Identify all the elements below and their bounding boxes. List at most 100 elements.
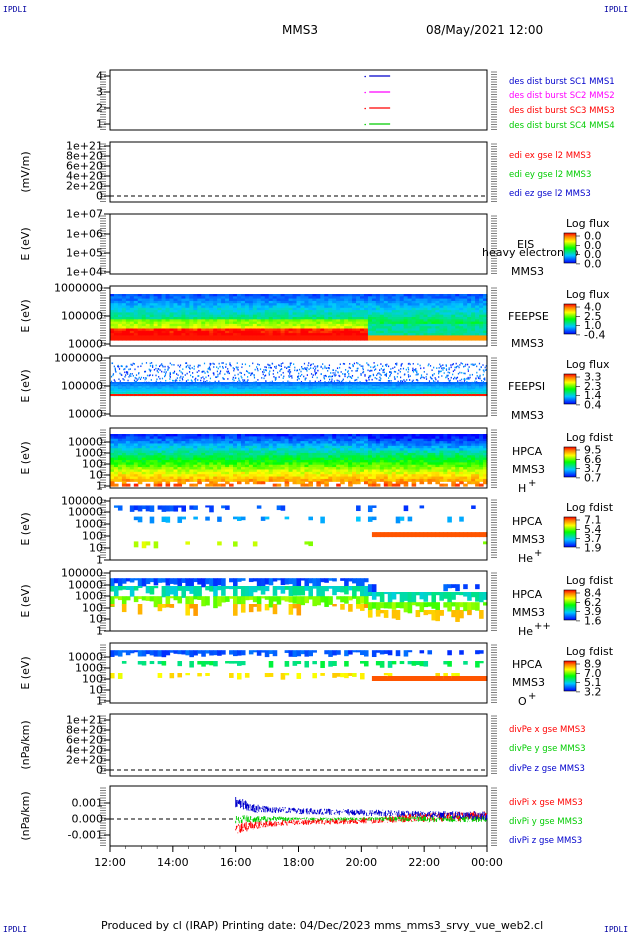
heatmap-cell bbox=[348, 321, 353, 325]
heatmap-cell bbox=[233, 474, 238, 478]
heatmap-cell bbox=[165, 393, 171, 395]
heatmap-cell bbox=[387, 296, 393, 300]
heatmap-cell bbox=[176, 377, 178, 379]
heatmap-cell bbox=[371, 310, 377, 313]
heatmap-cell bbox=[197, 434, 202, 437]
heatmap-cell bbox=[161, 464, 167, 468]
heatmap-cell bbox=[173, 314, 179, 318]
heatmap-cell bbox=[185, 312, 190, 316]
heatmap-cell bbox=[161, 436, 167, 440]
heatmap-cell bbox=[475, 391, 480, 394]
heatmap-cell bbox=[165, 328, 171, 332]
heatmap-cell bbox=[268, 386, 274, 388]
heatmap-cell bbox=[153, 296, 159, 300]
heatmap-cell bbox=[348, 312, 353, 316]
heatmap-cell bbox=[336, 333, 341, 336]
heatmap-cell bbox=[165, 314, 171, 318]
heatmap-cell bbox=[316, 328, 321, 332]
heatmap-cell bbox=[415, 298, 421, 302]
heatmap-cell bbox=[260, 303, 266, 307]
heatmap-cell bbox=[296, 393, 302, 395]
heatmap-cell bbox=[304, 394, 310, 396]
heatmap-cell bbox=[387, 303, 393, 307]
heatmap-cell bbox=[145, 319, 151, 323]
heatmap-cell bbox=[193, 317, 198, 320]
heatmap-cell bbox=[213, 294, 218, 297]
heatmap-cell bbox=[420, 367, 422, 370]
heatmap-cell bbox=[415, 389, 421, 391]
heatmap-cell bbox=[340, 371, 342, 373]
heatmap-cell bbox=[157, 389, 163, 391]
heatmap-cell bbox=[205, 460, 210, 463]
heatmap-cell bbox=[233, 382, 238, 384]
heatmap-cell bbox=[236, 457, 242, 461]
heatmap-cell bbox=[276, 389, 282, 391]
heatmap-cell bbox=[197, 457, 202, 461]
heatmap-cell bbox=[392, 367, 394, 370]
heatmap-cell bbox=[372, 366, 374, 369]
heatmap-cell bbox=[465, 363, 467, 366]
heatmap-cell bbox=[320, 391, 325, 394]
heatmap-cell bbox=[117, 438, 123, 442]
heatmap-cell bbox=[463, 310, 468, 313]
heatmap-cell bbox=[399, 317, 405, 320]
heatmap-cell bbox=[344, 382, 349, 384]
heatmap-cell bbox=[152, 364, 154, 367]
heatmap-cell bbox=[189, 443, 194, 447]
heatmap-cell bbox=[379, 326, 385, 330]
y-tick-label: 0 bbox=[96, 190, 103, 203]
heatmap-cell bbox=[301, 373, 303, 376]
heatmap-cell bbox=[169, 455, 175, 459]
heatmap-cell bbox=[394, 366, 396, 369]
heatmap-cell bbox=[233, 307, 238, 311]
heatmap-cell bbox=[244, 481, 250, 485]
heatmap-cell bbox=[205, 391, 210, 394]
heatmap-cell bbox=[288, 321, 294, 325]
y-axis-label: (mV/m) bbox=[19, 151, 32, 192]
heatmap-cell bbox=[296, 389, 302, 391]
heatmap-cell bbox=[133, 305, 139, 309]
heatmap-cell bbox=[395, 383, 401, 385]
heatmap-cell bbox=[110, 450, 115, 454]
heatmap-cell bbox=[157, 387, 163, 390]
heatmap-cell bbox=[145, 303, 151, 307]
heatmap-cell bbox=[328, 367, 330, 370]
heatmap-cell bbox=[127, 373, 129, 375]
heatmap-cell bbox=[272, 317, 278, 320]
heatmap-cell bbox=[149, 467, 155, 471]
heatmap-cell bbox=[173, 384, 179, 387]
heatmap-cell bbox=[367, 386, 373, 388]
heatmap-cell bbox=[352, 326, 357, 330]
heatmap-cell bbox=[169, 378, 171, 380]
heatmap-cell bbox=[129, 394, 135, 396]
heatmap-cell bbox=[193, 478, 198, 482]
heatmap-cell bbox=[177, 460, 183, 463]
heatmap-cell bbox=[332, 296, 337, 300]
heatmap-cell bbox=[252, 390, 258, 392]
heatmap-cell bbox=[340, 384, 345, 387]
heatmap-cell bbox=[308, 391, 313, 394]
heatmap-cell bbox=[236, 298, 242, 302]
heatmap-cell bbox=[181, 321, 186, 325]
heatmap-cell bbox=[171, 363, 173, 366]
heatmap-cell bbox=[250, 372, 252, 375]
heatmap-cell bbox=[129, 314, 135, 318]
heatmap-cell bbox=[201, 323, 206, 327]
heatmap-cell bbox=[205, 441, 210, 445]
heatmap-cell bbox=[267, 363, 269, 366]
heatmap-cell bbox=[144, 378, 146, 381]
heatmap-cell bbox=[189, 314, 194, 318]
heatmap-cell bbox=[459, 326, 464, 330]
heatmap-cell bbox=[332, 326, 337, 330]
heatmap-cell bbox=[320, 384, 325, 387]
heatmap-cell bbox=[110, 335, 115, 339]
heatmap-cell bbox=[308, 383, 313, 385]
colorbar-tick-label: 3.3 bbox=[584, 371, 602, 384]
heatmap-cell bbox=[173, 317, 179, 320]
heatmap-cell bbox=[484, 366, 486, 369]
heatmap-cell bbox=[110, 314, 115, 318]
heatmap-cell bbox=[471, 328, 476, 332]
y-axis-label: E (eV) bbox=[19, 369, 32, 402]
heatmap-cell bbox=[336, 390, 341, 392]
